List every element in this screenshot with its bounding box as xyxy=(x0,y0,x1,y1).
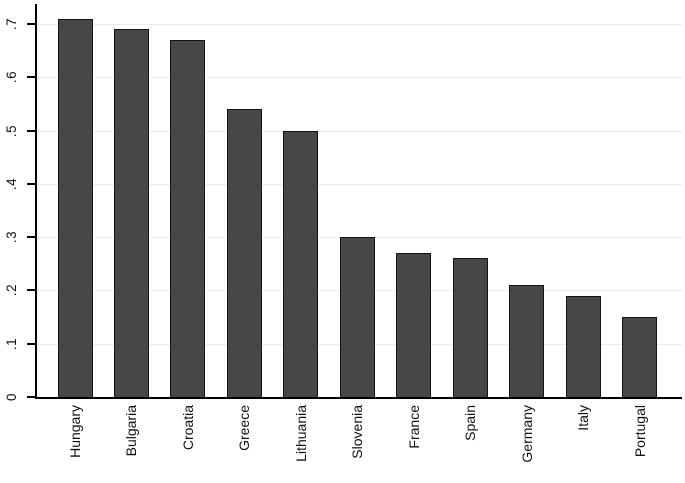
x-axis-label-spain: Spain xyxy=(462,405,479,441)
y-axis-tick xyxy=(27,236,35,239)
y-tick-label: .2 xyxy=(4,284,19,297)
y-tick-label: 0 xyxy=(4,392,19,402)
x-axis-label-france: France xyxy=(405,405,422,449)
bar-portugal xyxy=(622,317,657,398)
x-axis-line xyxy=(35,397,682,399)
y-axis-tick xyxy=(27,182,35,185)
x-axis-label-bulgaria: Bulgaria xyxy=(123,405,140,457)
x-axis-label-germany: Germany xyxy=(518,405,535,463)
y-tick-label: .4 xyxy=(4,177,19,190)
x-axis-label-greece: Greece xyxy=(236,405,253,451)
bar-germany xyxy=(509,285,545,398)
y-tick-label: .5 xyxy=(4,124,19,137)
bar-croatia xyxy=(170,39,206,398)
y-tick-label: .3 xyxy=(4,230,19,244)
y-axis-tick xyxy=(27,342,35,345)
y-tick-label: .7 xyxy=(4,17,19,31)
y-axis-tick xyxy=(27,22,35,25)
bar-bulgaria xyxy=(113,29,149,398)
bar-hungary xyxy=(57,18,93,398)
bar-greece xyxy=(226,109,262,398)
bar-slovenia xyxy=(339,237,375,398)
x-axis-label-italy: Italy xyxy=(575,405,592,431)
y-gridline xyxy=(36,183,682,185)
y-axis-tick xyxy=(27,396,35,398)
x-axis-label-portugal: Portugal xyxy=(631,405,648,458)
y-gridline xyxy=(36,130,682,132)
x-axis-label-croatia: Croatia xyxy=(179,405,196,451)
y-tick-label: .6 xyxy=(4,71,19,84)
y-tick-label: .1 xyxy=(4,337,19,350)
y-axis-tick xyxy=(27,289,35,292)
x-axis-label-hungary: Hungary xyxy=(67,405,83,458)
y-gridline xyxy=(36,77,682,79)
y-axis-tick xyxy=(27,76,35,79)
x-axis-label-lithuania: Lithuania xyxy=(292,405,309,462)
bar-italy xyxy=(565,295,601,398)
y-axis-line xyxy=(35,4,37,399)
y-gridline xyxy=(36,23,682,25)
bar-spain xyxy=(452,258,488,398)
bar-lithuania xyxy=(283,130,319,398)
x-axis-label-slovenia: Slovenia xyxy=(349,405,366,459)
bar-france xyxy=(396,253,432,398)
y-axis-tick xyxy=(27,129,35,132)
